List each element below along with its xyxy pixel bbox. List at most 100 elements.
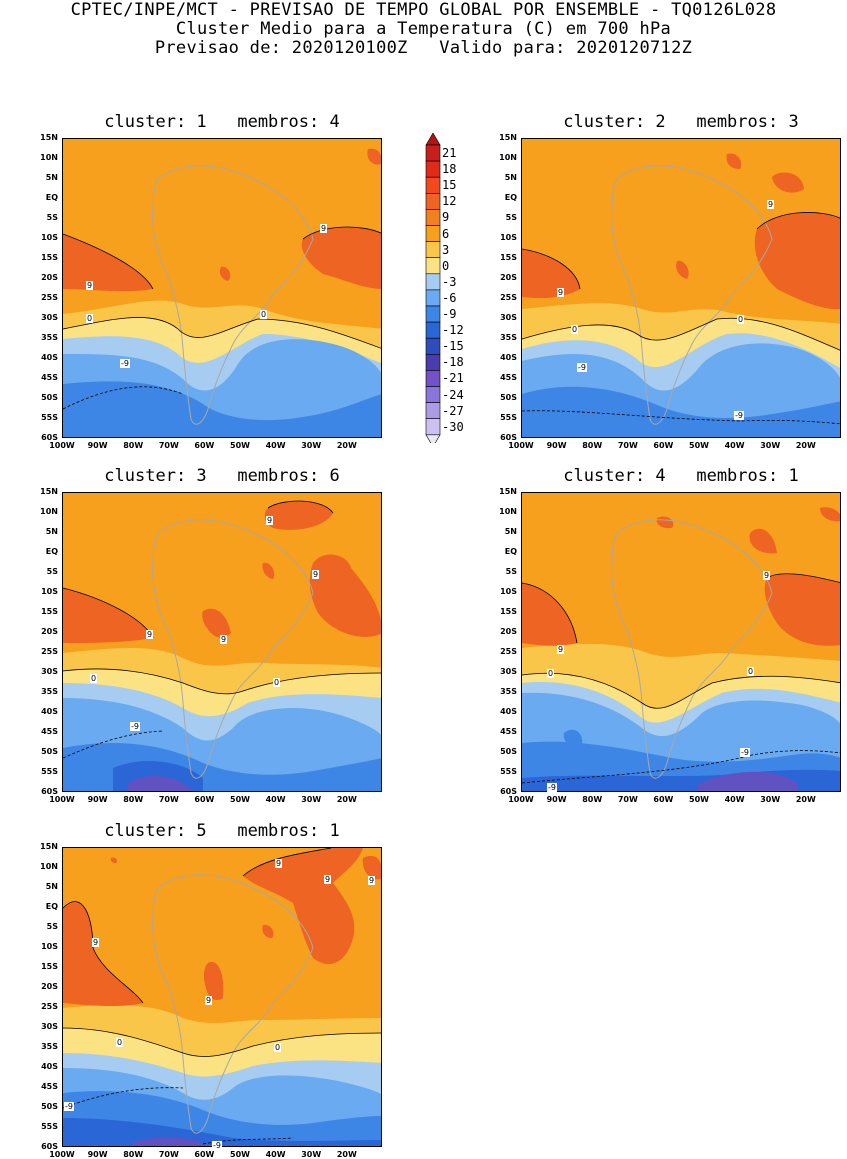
lat-tick-label: 25S xyxy=(41,1002,58,1011)
contour-0 xyxy=(63,1027,381,1057)
lat-tick-label: 35S xyxy=(41,333,58,342)
lon-tick-label: 30W xyxy=(301,795,322,804)
lat-tick-label: EQ xyxy=(504,547,517,556)
lat-tick-label: 10S xyxy=(500,233,517,242)
lat-tick-label: 55S xyxy=(41,1122,58,1131)
legend-level-label: -27 xyxy=(442,403,464,418)
lat-tick-label: 10S xyxy=(41,587,58,596)
lat-tick-label: 55S xyxy=(41,413,58,422)
contour-9 xyxy=(522,212,840,290)
legend-swatch xyxy=(425,144,441,162)
lon-tick-label: 30W xyxy=(760,795,781,804)
lon-tick-label: 60W xyxy=(653,795,674,804)
warm-core-5 xyxy=(262,562,275,579)
lat-tick-label: 35S xyxy=(500,687,517,696)
warm-core-1 xyxy=(63,901,143,1007)
band-minus-15 xyxy=(133,1137,210,1146)
lat-tick-label: 20S xyxy=(41,627,58,636)
lat-tick-label: 40S xyxy=(41,353,58,362)
warm-core-3 xyxy=(362,855,381,880)
warm-core-5 xyxy=(262,924,274,938)
legend-level-label: -15 xyxy=(442,339,464,354)
contour-label: 0 xyxy=(747,667,755,676)
lat-tick-label: 40S xyxy=(41,1062,58,1071)
lat-tick-label: 15N xyxy=(40,133,58,142)
lon-tick-label: 90W xyxy=(87,1150,108,1159)
temperature-map xyxy=(521,138,841,438)
lon-tick-label: 40W xyxy=(265,795,286,804)
panel-title: cluster: 1 membros: 4 xyxy=(104,112,340,132)
lat-tick-label: 15S xyxy=(500,253,517,262)
contour-label: -9 xyxy=(120,359,130,368)
lat-tick-label: EQ xyxy=(45,902,58,911)
lat-tick-label: 5S xyxy=(46,922,58,931)
lon-tick-label: 20W xyxy=(795,795,816,804)
warm-core-4 xyxy=(203,962,224,1000)
lon-tick-label: 50W xyxy=(230,795,250,804)
continent-outline xyxy=(152,165,314,425)
legend-swatch xyxy=(425,289,441,307)
warm-core-4 xyxy=(219,266,231,281)
lat-tick-label: 45S xyxy=(41,727,58,736)
contour-0 xyxy=(63,317,381,349)
color-scale-bar xyxy=(425,132,441,448)
lat-tick-label: 25S xyxy=(500,293,517,302)
lat-tick-label: 15S xyxy=(41,607,58,616)
band-minus-15 xyxy=(697,771,797,791)
lat-tick-label: EQ xyxy=(504,193,517,202)
legend-level-label: 3 xyxy=(442,242,450,257)
legend-swatch xyxy=(425,257,441,275)
legend-level-label: -9 xyxy=(442,307,457,322)
lon-tick-label: 70W xyxy=(158,795,179,804)
lat-tick-label: 45S xyxy=(500,373,517,382)
contour-label: -9 xyxy=(130,722,140,731)
panel-title: cluster: 4 membros: 1 xyxy=(563,466,799,486)
lat-tick-label: 10N xyxy=(40,862,58,871)
lon-tick-label: 40W xyxy=(265,1150,286,1159)
lon-tick-label: 20W xyxy=(795,441,816,450)
lat-tick-label: 20S xyxy=(41,273,58,282)
contour-label: 0 xyxy=(274,1043,282,1052)
map-panel-cluster-4: cluster: 4 membros: 1 9 9 0 0 -9 -9 15N 1… xyxy=(499,466,847,804)
lat-tick-label: 50S xyxy=(500,747,517,756)
contour-label: 9 xyxy=(86,281,94,290)
lat-tick-label: 35S xyxy=(500,333,517,342)
contour-label: 9 xyxy=(557,645,565,654)
lon-tick-label: 100W xyxy=(49,1150,75,1159)
lon-tick-label: 70W xyxy=(617,441,638,450)
lat-tick-label: 45S xyxy=(41,373,58,382)
contour-0 xyxy=(522,672,840,709)
lon-tick-label: 90W xyxy=(87,441,108,450)
legend-swatch xyxy=(425,402,441,420)
band-minus-9 xyxy=(522,386,840,437)
legend-level-label: 0 xyxy=(442,258,450,273)
contour-label: 9 xyxy=(266,516,274,525)
contour-label: -9 xyxy=(740,748,750,757)
contour-label: -9 xyxy=(212,1141,222,1150)
continent-outline xyxy=(611,165,773,425)
map-panel-cluster-1: cluster: 1 membros: 4 9 9 0 0 -9 15N 10N 5… xyxy=(40,112,402,450)
contour-label: 9 xyxy=(146,630,154,639)
lat-tick-label: 35S xyxy=(41,687,58,696)
legend-level-label: 9 xyxy=(442,210,450,225)
lat-tick-label: 50S xyxy=(41,393,58,402)
lat-tick-label: 55S xyxy=(41,767,58,776)
legend-level-label: 18 xyxy=(442,162,457,177)
temperature-map xyxy=(62,138,382,438)
contour-label: 9 xyxy=(368,876,376,885)
lat-tick-label: 60S xyxy=(41,433,58,442)
contour-label: 9 xyxy=(92,938,100,947)
lat-tick-label: 35S xyxy=(41,1042,58,1051)
contour-label: 9 xyxy=(205,996,213,1005)
warm-core-3 xyxy=(309,554,381,637)
lat-tick-label: 20S xyxy=(41,982,58,991)
contour-label: 9 xyxy=(324,875,332,884)
legend-top-arrow xyxy=(425,132,441,146)
contour-label: -9 xyxy=(64,1102,74,1111)
lat-tick-label: 10N xyxy=(499,507,517,516)
lat-tick-label: 50S xyxy=(500,393,517,402)
warm-core-6 xyxy=(110,857,118,863)
lat-tick-label: 15N xyxy=(40,842,58,851)
legend-swatch xyxy=(425,305,441,323)
lat-tick-label: 15S xyxy=(500,607,517,616)
